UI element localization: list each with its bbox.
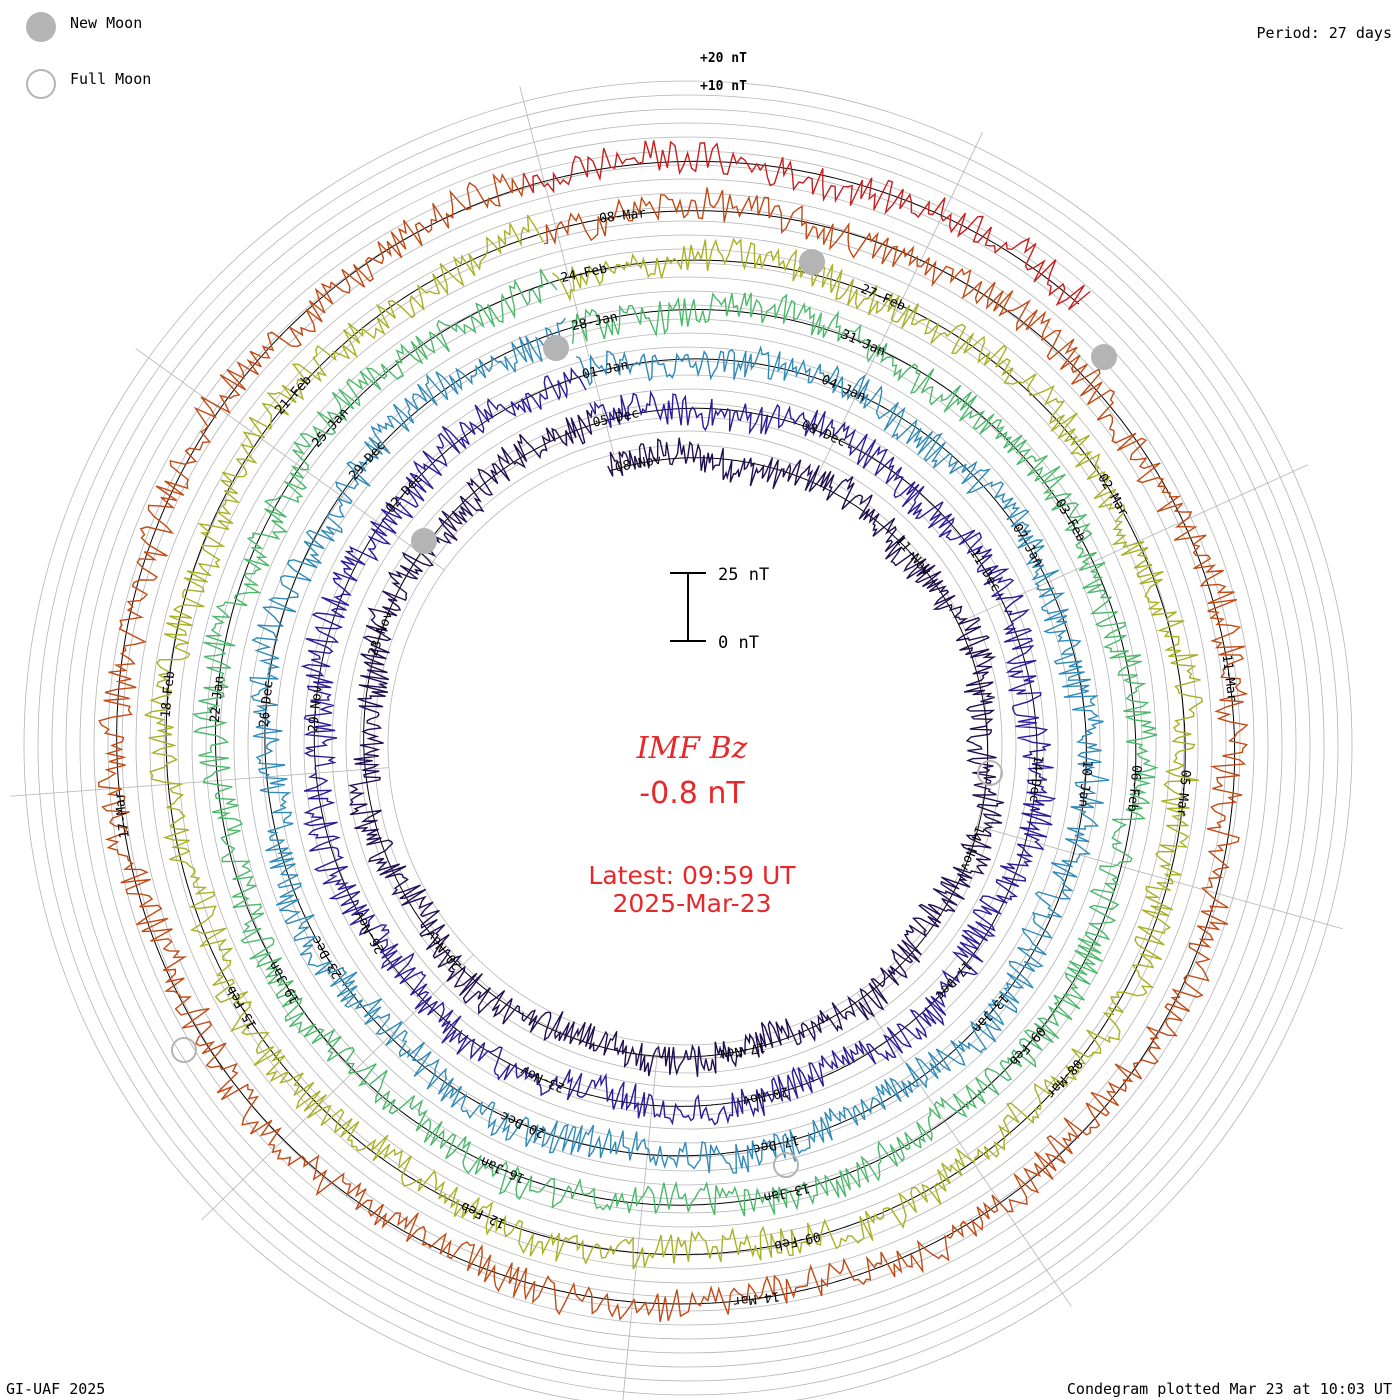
credit-label: GI-UAF 2025	[6, 1380, 106, 1398]
date-label: 23-Nov	[518, 1062, 567, 1095]
date-label: 13-Jan	[969, 990, 1011, 1035]
grid-ring	[149, 206, 1227, 1284]
date-label: 20-Nov	[423, 927, 465, 973]
series-Dec-Jan	[249, 317, 1110, 1174]
ring-label-20: +20 nT	[700, 51, 747, 66]
period-label: Period: 27 days	[1256, 24, 1392, 42]
date-label: 17-Nov	[718, 1039, 767, 1062]
date-label: 17-Mar	[112, 790, 133, 839]
grid-ring	[163, 220, 1213, 1270]
new-moon-marker	[799, 249, 825, 275]
scale-top-label: 25 nT	[718, 565, 769, 585]
baseline-Feb	[165, 233, 1186, 1256]
date-label: 09-Feb	[1006, 1023, 1049, 1068]
series-Dec	[300, 366, 1057, 1126]
date-label: 05-Dec	[591, 406, 640, 431]
grid-ring	[359, 416, 1017, 1074]
series-Jan	[191, 268, 1159, 1217]
date-label: 04-Jan	[819, 372, 868, 405]
series-Nov	[347, 409, 1004, 1077]
grid-ring	[219, 276, 1157, 1214]
date-label: 05-Mar	[1173, 769, 1193, 817]
date-label: 15-Feb	[224, 983, 261, 1031]
date-label: 11-Mar	[1219, 654, 1240, 703]
chart-title: IMF Bz	[636, 731, 748, 766]
date-label: 01-Jan	[581, 358, 630, 383]
scale-bar	[670, 572, 706, 642]
date-label: 12-Feb	[459, 1198, 508, 1231]
grid-ring	[51, 108, 1325, 1382]
grid-ring	[345, 402, 1031, 1088]
date-label: 29-Nov	[306, 684, 326, 732]
grid-spoke	[519, 86, 615, 455]
scale-bottom-label: 0 nT	[718, 633, 759, 653]
grid-ring	[261, 318, 1115, 1172]
date-label: 10-Jan	[1075, 760, 1095, 808]
date-label: 17-Dec	[932, 957, 974, 1002]
grid-ring	[65, 122, 1311, 1368]
baseline-Jan	[215, 280, 1137, 1206]
date-label: 08-Mar	[598, 206, 647, 227]
date-label: 23-Dec	[309, 933, 346, 981]
date-label: 06-Feb	[1124, 764, 1144, 812]
series-Mar	[97, 172, 1249, 1323]
date-label: 26-Dec	[257, 680, 277, 728]
new-moon-icon	[26, 12, 56, 42]
grid-spoke	[9, 767, 389, 797]
date-label: 13-Jan	[762, 1180, 811, 1205]
date-label: 07-Jan	[1009, 521, 1046, 569]
current-value: -0.8 nT	[639, 776, 745, 811]
date-label: 18-Feb	[159, 670, 179, 718]
grid-ring	[93, 150, 1283, 1340]
full-moon-marker	[773, 1152, 799, 1178]
series-Mar-latest	[522, 140, 1091, 311]
new-moon-marker	[1091, 344, 1117, 370]
ring-label-10: +10 nT	[700, 79, 747, 94]
series-Feb	[143, 214, 1204, 1270]
new-moon-marker	[411, 528, 437, 554]
series-traces	[97, 140, 1249, 1323]
grid-ring	[331, 388, 1045, 1102]
baseline-Dec	[313, 375, 1038, 1107]
baseline-Mar-latest	[527, 160, 1080, 305]
grid-ring	[37, 94, 1339, 1396]
date-label: 27-Feb	[858, 282, 907, 315]
date-label: 14-Dec	[1026, 755, 1046, 803]
grid-ring	[79, 136, 1297, 1354]
full-moon-marker	[171, 1037, 197, 1063]
date-label: 14-Mar	[732, 1288, 781, 1309]
legend-new-moon: New Moon	[70, 14, 143, 32]
grid-ring	[247, 304, 1129, 1186]
date-label: 26-Nov	[351, 908, 388, 956]
grid-ring	[23, 80, 1353, 1400]
grid-rings	[23, 80, 1353, 1400]
grid-spoke	[856, 992, 1072, 1307]
full-moon-icon	[26, 69, 56, 99]
grid-ring	[303, 360, 1073, 1130]
latest-date: 2025-Mar-23	[612, 889, 771, 918]
baseline-Dec-Jan	[264, 328, 1087, 1157]
date-label: 20-Dec	[498, 1108, 547, 1141]
legend-full-moon: Full Moon	[70, 70, 152, 88]
date-label: 19-Jan	[266, 958, 303, 1006]
grid-ring	[107, 164, 1269, 1326]
grid-spoke	[135, 348, 445, 571]
full-moon-marker	[977, 760, 1003, 786]
date-label: 31-Jan	[839, 327, 888, 360]
grid-spoke	[961, 464, 1308, 622]
plotted-label: Condegram plotted Mar 23 at 10:03 UT	[1066, 1380, 1392, 1398]
date-label: 20-Nov	[741, 1083, 790, 1108]
latest-time: Latest: 09:59 UT	[588, 861, 796, 890]
grid-spoke	[817, 131, 983, 475]
new-moon-marker	[543, 335, 569, 361]
grid-spoke	[622, 1043, 659, 1400]
grid-ring	[135, 192, 1241, 1298]
moon-markers	[171, 249, 1117, 1178]
grid-ring	[191, 248, 1185, 1242]
date-label: 22-Jan	[208, 675, 228, 723]
date-label: 23-Nov	[366, 609, 396, 658]
